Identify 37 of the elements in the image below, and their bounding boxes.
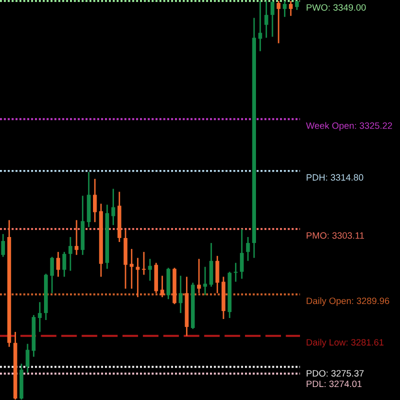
candlestick bbox=[288, 0, 293, 17]
candlestick bbox=[209, 242, 214, 288]
candlestick bbox=[264, 0, 268, 38]
candlestick bbox=[68, 236, 72, 272]
ref-line-label: PDO: 3275.37 bbox=[306, 370, 364, 377]
candlestick bbox=[1, 233, 5, 258]
candlestick bbox=[240, 228, 244, 280]
ref-line-label: Daily Low: 3281.61 bbox=[306, 338, 384, 348]
candlestick bbox=[270, 0, 274, 38]
candlestick bbox=[276, 0, 280, 44]
candlestick bbox=[111, 188, 116, 226]
ref-line-label: Week Open: 3325.22 bbox=[306, 122, 392, 131]
ref-line-label: Daily Open: 3289.96 bbox=[306, 297, 390, 306]
candlestick bbox=[160, 275, 164, 298]
candlestick bbox=[282, 0, 287, 18]
candlestick bbox=[148, 258, 152, 282]
candlestick bbox=[130, 248, 134, 290]
candlestick bbox=[26, 343, 30, 374]
ref-line-label: PMO: 3303.11 bbox=[306, 232, 364, 239]
candlestick bbox=[258, 0, 262, 52]
candlestick bbox=[234, 262, 238, 282]
candlestick bbox=[38, 301, 42, 333]
candlestick bbox=[136, 257, 140, 298]
candlestick bbox=[246, 236, 250, 262]
candlestick bbox=[197, 258, 201, 294]
ref-line-label: PDH: 3314.80 bbox=[306, 174, 364, 181]
candlestick bbox=[74, 219, 78, 256]
ref-line-label: PWO: 3349.00 bbox=[306, 4, 366, 11]
candlestick bbox=[93, 178, 97, 223]
candlestick bbox=[50, 256, 54, 294]
candlestick bbox=[215, 255, 220, 294]
candlestick bbox=[142, 251, 146, 276]
ref-line-label: PDL: 3274.01 bbox=[306, 380, 362, 388]
candlestick bbox=[62, 251, 66, 278]
candlestick bbox=[203, 266, 207, 296]
candlestick bbox=[56, 251, 60, 278]
candlestick bbox=[178, 275, 183, 314]
